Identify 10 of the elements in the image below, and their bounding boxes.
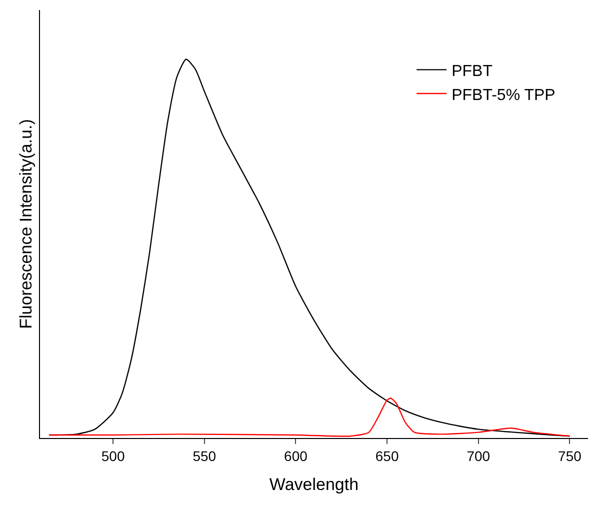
y-axis-title: Fluorescence Intensity(a.u.)	[16, 119, 36, 329]
x-axis-title: Wavelength	[269, 475, 359, 494]
x-tick-label: 500	[101, 448, 125, 464]
x-tick-label: 650	[375, 448, 399, 464]
x-tick-label: 700	[466, 448, 490, 464]
legend-label: PFBT	[452, 62, 493, 80]
x-tick-label: 600	[284, 448, 308, 464]
x-tick-label: 550	[192, 448, 216, 464]
legend-label: PFBT-5% TPP	[452, 86, 556, 104]
x-tick-label: 750	[558, 448, 582, 464]
